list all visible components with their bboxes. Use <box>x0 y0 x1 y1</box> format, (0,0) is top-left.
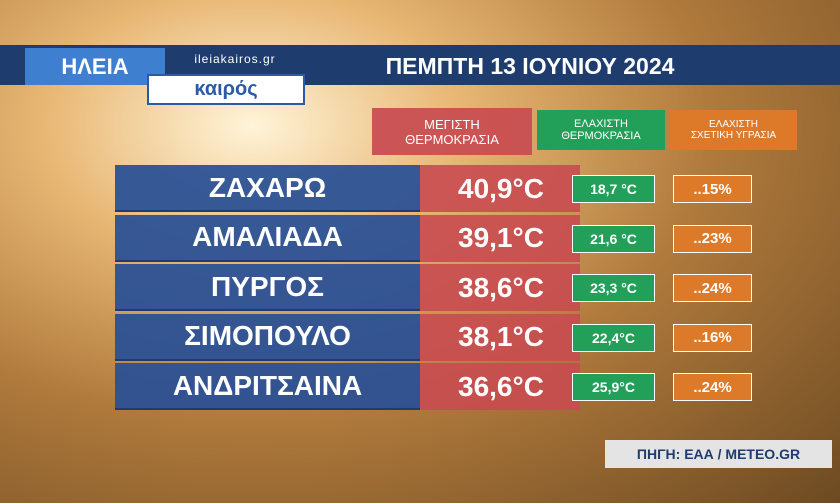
max-temp-cell: 38,1°C <box>420 313 580 361</box>
max-temp-cell: 38,6°C <box>420 264 580 311</box>
min-temp-cell: 23,3 °C <box>572 274 655 302</box>
column-header: ΜΕΓΙΣΤΗ ΘΕΡΜΟΚΡΑΣΙΑ <box>372 108 532 155</box>
max-temp-cell: 36,6°C <box>420 363 580 410</box>
min-temp-cell: 18,7 °C <box>572 175 655 203</box>
city-cell: ΑΝΔΡΙΤΣΑΙΝΑ <box>115 363 420 410</box>
humidity-cell: ..24% <box>673 373 752 401</box>
city-cell: ΠΥΡΓΟΣ <box>115 264 420 311</box>
column-header: ΕΛΑΧΙΣΤΗ ΣΧΕΤΙΚΗ ΥΓΡΑΣΙΑ <box>670 110 797 150</box>
humidity-cell: ..15% <box>673 175 752 203</box>
title: ΠΕΜΠΤΗ 13 ΙΟΥΝΙΟΥ 2024 <box>385 52 675 79</box>
humidity-cell: ..23% <box>673 224 752 253</box>
min-temp-cell: 22,4°C <box>572 323 655 352</box>
city-cell: ΣΙΜΟΠΟΥΛΟ <box>115 313 420 361</box>
min-temp-cell: 21,6 °C <box>572 224 655 253</box>
column-header: ΕΛΑΧΙΣΤΗ ΘΕΡΜΟΚΡΑΣΙΑ <box>537 110 665 150</box>
humidity-cell: ..16% <box>673 323 752 352</box>
city-cell: ΑΜΑΛΙΑΔΑ <box>115 214 420 262</box>
humidity-cell: ..24% <box>673 274 752 302</box>
max-temp-cell: 39,1°C <box>420 214 580 262</box>
source: ΠΗΓΗ: ΕΑΑ / METEO.GR <box>605 440 832 468</box>
max-temp-cell: 40,9°C <box>420 165 580 212</box>
city-cell: ΖΑΧΑΡΩ <box>115 165 420 212</box>
logo: καιρός <box>147 74 305 105</box>
min-temp-cell: 25,9°C <box>572 373 655 401</box>
brand: ΗΛΕΙΑ <box>25 48 165 85</box>
site: ileiakairos.gr <box>194 52 276 66</box>
